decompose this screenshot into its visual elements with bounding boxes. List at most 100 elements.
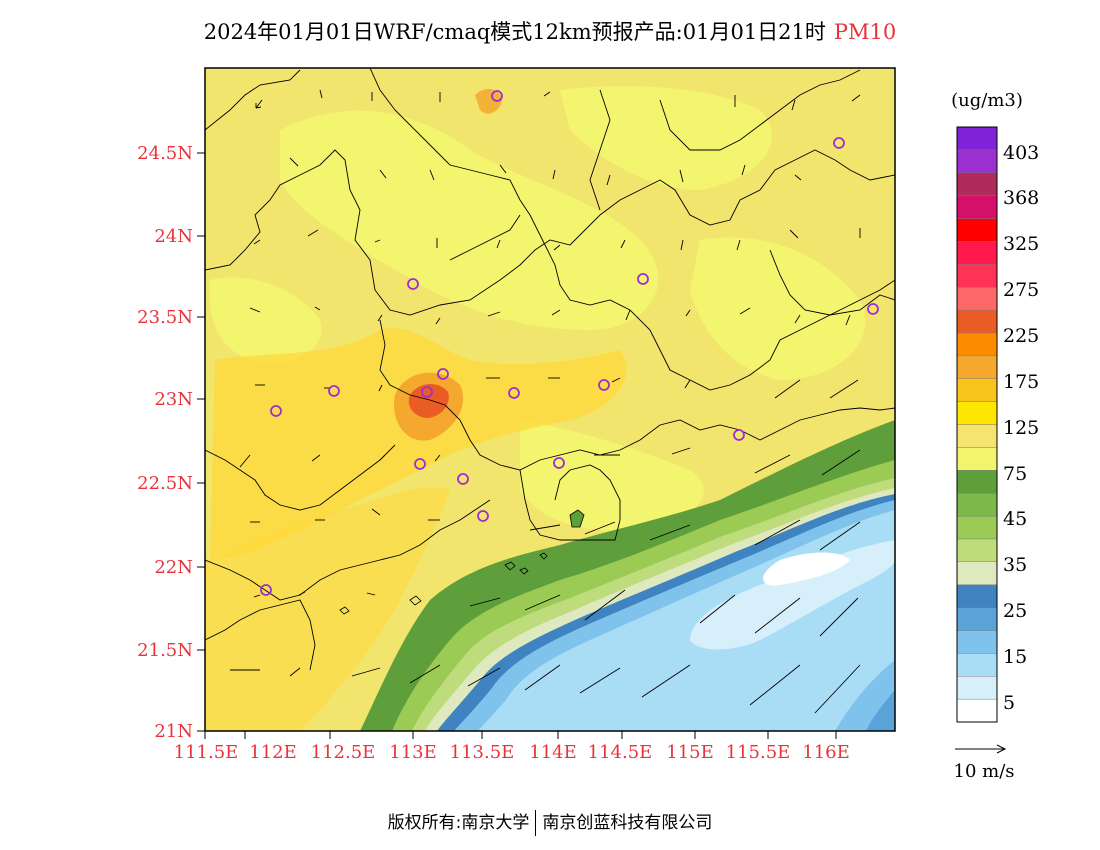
y-axis: 21N 21.5N 22N 22.5N 23N 23.5N 24N 24.5N [137, 143, 205, 742]
x-axis: 111.5E 112E 112.5E 113E 113.5E 114E 114.… [174, 731, 850, 763]
boundary-line-8 [205, 599, 316, 671]
islands [339, 509, 585, 615]
hotspot-north [475, 88, 502, 114]
wind-arrow [524, 594, 561, 611]
colorbar-segment [956, 172, 998, 196]
station-marker [437, 368, 449, 380]
x-tick-label: 115.5E [726, 742, 791, 763]
x-tick-label: 115E [666, 742, 714, 763]
colorbar-segment [956, 126, 998, 151]
footer-right: 南京创蓝科技有限公司 [542, 813, 713, 833]
colorbar-segment [956, 218, 998, 242]
wind-arrow [371, 508, 381, 516]
zone-high-1 [210, 327, 627, 560]
wind-arrow [307, 229, 319, 237]
wind-arrow [736, 239, 741, 251]
wind-arrow [434, 454, 441, 462]
colorbar-label: 368 [1003, 187, 1039, 209]
wind-arrow [819, 597, 859, 637]
colorbar-label: 35 [1003, 554, 1027, 576]
colorbar-segment [956, 149, 998, 173]
colorbar-segment [956, 447, 998, 471]
wind-arrow [680, 239, 684, 251]
station-marker [733, 429, 745, 441]
wind-arrow [249, 307, 261, 313]
colorbar-label: 15 [1003, 646, 1027, 668]
island-5 [409, 595, 422, 606]
colorbar-segment [956, 470, 998, 494]
island-6 [339, 606, 350, 615]
map-title: 2024年01月01日WRF/cmaq模式12km预报产品:01月01日21时 P… [0, 16, 1100, 46]
y-tick-label: 21N [154, 721, 193, 742]
wind-arrow [845, 314, 851, 326]
wind-arrow [239, 454, 251, 468]
wind-arrow [374, 239, 381, 243]
wind-arrow [435, 317, 441, 325]
sea-band-0 [763, 552, 850, 586]
wind-arrow [499, 164, 507, 174]
colorbar-segments [956, 126, 998, 723]
reference-arrowhead [996, 744, 1007, 754]
wind-arrow [487, 311, 501, 317]
wind-arrow [552, 169, 556, 180]
colorbar-segment [956, 653, 998, 677]
wind-arrow [819, 521, 861, 551]
wind-arrow [351, 667, 381, 677]
wind-arrow [794, 174, 802, 181]
wind-arrow [253, 594, 261, 598]
station-marker [457, 473, 469, 485]
footer-separator [535, 810, 537, 836]
wind-arrow [584, 589, 626, 621]
island-2 [519, 567, 529, 575]
zone-light-5 [520, 420, 704, 531]
boundary-line-1 [205, 149, 895, 316]
zone-light-1 [280, 110, 659, 330]
station-marker [414, 458, 426, 470]
hotspot-inner [408, 384, 449, 418]
wind-arrow [524, 664, 561, 691]
colorbar-frame [956, 126, 998, 723]
station-marker [637, 273, 649, 285]
wind-arrow [314, 306, 321, 311]
station-marker [477, 510, 489, 522]
colorbar-label: 275 [1003, 279, 1039, 301]
wind-arrow [821, 449, 861, 476]
colorbar-segment [956, 492, 998, 517]
colorbar-segment [956, 332, 998, 357]
wind-arrow [794, 314, 801, 324]
colorbar-label: 125 [1003, 417, 1039, 439]
copyright-footer: 版权所有:南京大学 南京创蓝科技有限公司 [0, 808, 1100, 836]
reference-arrow-label: 10 m/s [954, 761, 1015, 782]
zone-light-2 [560, 86, 772, 190]
wind-arrow [739, 307, 751, 315]
colorbar-segment [956, 698, 998, 723]
colorbar-segment [956, 630, 998, 654]
colorbar-unit: (ug/m3) [951, 90, 1023, 111]
colorbar-segment [956, 378, 998, 402]
sea-band-20-south [866, 690, 895, 731]
colorbar-label: 325 [1003, 233, 1039, 255]
colorbar-label: 5 [1003, 692, 1015, 714]
wind-arrow [774, 379, 801, 399]
wind-arrow [685, 309, 691, 317]
y-tick-label: 22.5N [137, 473, 193, 494]
colorbar-label: 45 [1003, 508, 1027, 530]
wind-arrow [741, 164, 746, 176]
wind-arrow [298, 591, 306, 596]
wind-arrow [611, 377, 621, 383]
colorbar-segment [956, 515, 998, 540]
boundary-line-10 [659, 69, 861, 151]
wind-arrow [754, 454, 791, 474]
station-marker [833, 137, 845, 149]
colorbar-label: 25 [1003, 600, 1027, 622]
wind-arrow [469, 597, 501, 607]
boundary-line-11 [589, 89, 611, 211]
wind-arrow [579, 667, 621, 694]
y-tick-label: 23.5N [137, 307, 193, 328]
x-tick-label: 113E [389, 742, 437, 763]
footer-left: 版权所有:南京大学 [387, 813, 530, 833]
wind-arrow [378, 384, 383, 392]
wind-arrow [679, 169, 684, 183]
wind-arrow [319, 89, 323, 99]
